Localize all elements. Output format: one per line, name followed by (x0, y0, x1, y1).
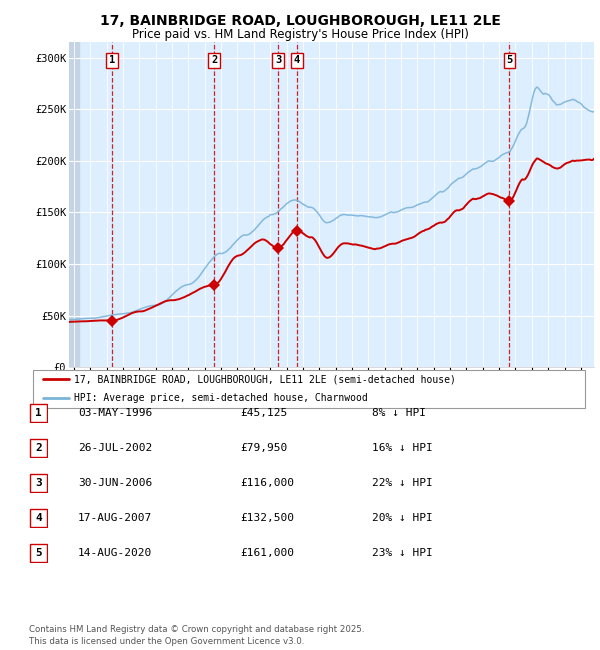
Text: 17, BAINBRIDGE ROAD, LOUGHBOROUGH, LE11 2LE: 17, BAINBRIDGE ROAD, LOUGHBOROUGH, LE11 … (100, 14, 500, 29)
Text: 26-JUL-2002: 26-JUL-2002 (78, 443, 152, 453)
FancyBboxPatch shape (30, 439, 47, 457)
Text: This data is licensed under the Open Government Licence v3.0.: This data is licensed under the Open Gov… (29, 637, 304, 646)
FancyBboxPatch shape (30, 510, 47, 526)
Text: 1: 1 (109, 55, 115, 65)
Text: 1: 1 (35, 408, 42, 418)
Text: 22% ↓ HPI: 22% ↓ HPI (372, 478, 433, 488)
Text: 2: 2 (211, 55, 217, 65)
Text: £45,125: £45,125 (240, 408, 287, 418)
FancyBboxPatch shape (33, 370, 585, 408)
Text: HPI: Average price, semi-detached house, Charnwood: HPI: Average price, semi-detached house,… (74, 393, 368, 403)
Text: 17, BAINBRIDGE ROAD, LOUGHBOROUGH, LE11 2LE (semi-detached house): 17, BAINBRIDGE ROAD, LOUGHBOROUGH, LE11 … (74, 374, 456, 384)
Text: 4: 4 (294, 55, 300, 65)
Text: Contains HM Land Registry data © Crown copyright and database right 2025.: Contains HM Land Registry data © Crown c… (29, 625, 364, 634)
Text: 03-MAY-1996: 03-MAY-1996 (78, 408, 152, 418)
Text: 17-AUG-2007: 17-AUG-2007 (78, 513, 152, 523)
Text: 23% ↓ HPI: 23% ↓ HPI (372, 548, 433, 558)
Text: 14-AUG-2020: 14-AUG-2020 (78, 548, 152, 558)
Text: 16% ↓ HPI: 16% ↓ HPI (372, 443, 433, 453)
Text: £79,950: £79,950 (240, 443, 287, 453)
Text: £116,000: £116,000 (240, 478, 294, 488)
FancyBboxPatch shape (30, 404, 47, 422)
FancyBboxPatch shape (30, 474, 47, 492)
Text: 3: 3 (275, 55, 281, 65)
Text: 5: 5 (35, 548, 42, 558)
Text: 30-JUN-2006: 30-JUN-2006 (78, 478, 152, 488)
Text: 4: 4 (35, 513, 42, 523)
Text: 8% ↓ HPI: 8% ↓ HPI (372, 408, 426, 418)
Text: £132,500: £132,500 (240, 513, 294, 523)
Text: Price paid vs. HM Land Registry's House Price Index (HPI): Price paid vs. HM Land Registry's House … (131, 28, 469, 41)
Bar (69, 42, 79, 367)
Text: 3: 3 (35, 478, 42, 488)
FancyBboxPatch shape (30, 544, 47, 562)
Text: £161,000: £161,000 (240, 548, 294, 558)
Text: 2: 2 (35, 443, 42, 453)
Text: 5: 5 (506, 55, 512, 65)
Text: 20% ↓ HPI: 20% ↓ HPI (372, 513, 433, 523)
